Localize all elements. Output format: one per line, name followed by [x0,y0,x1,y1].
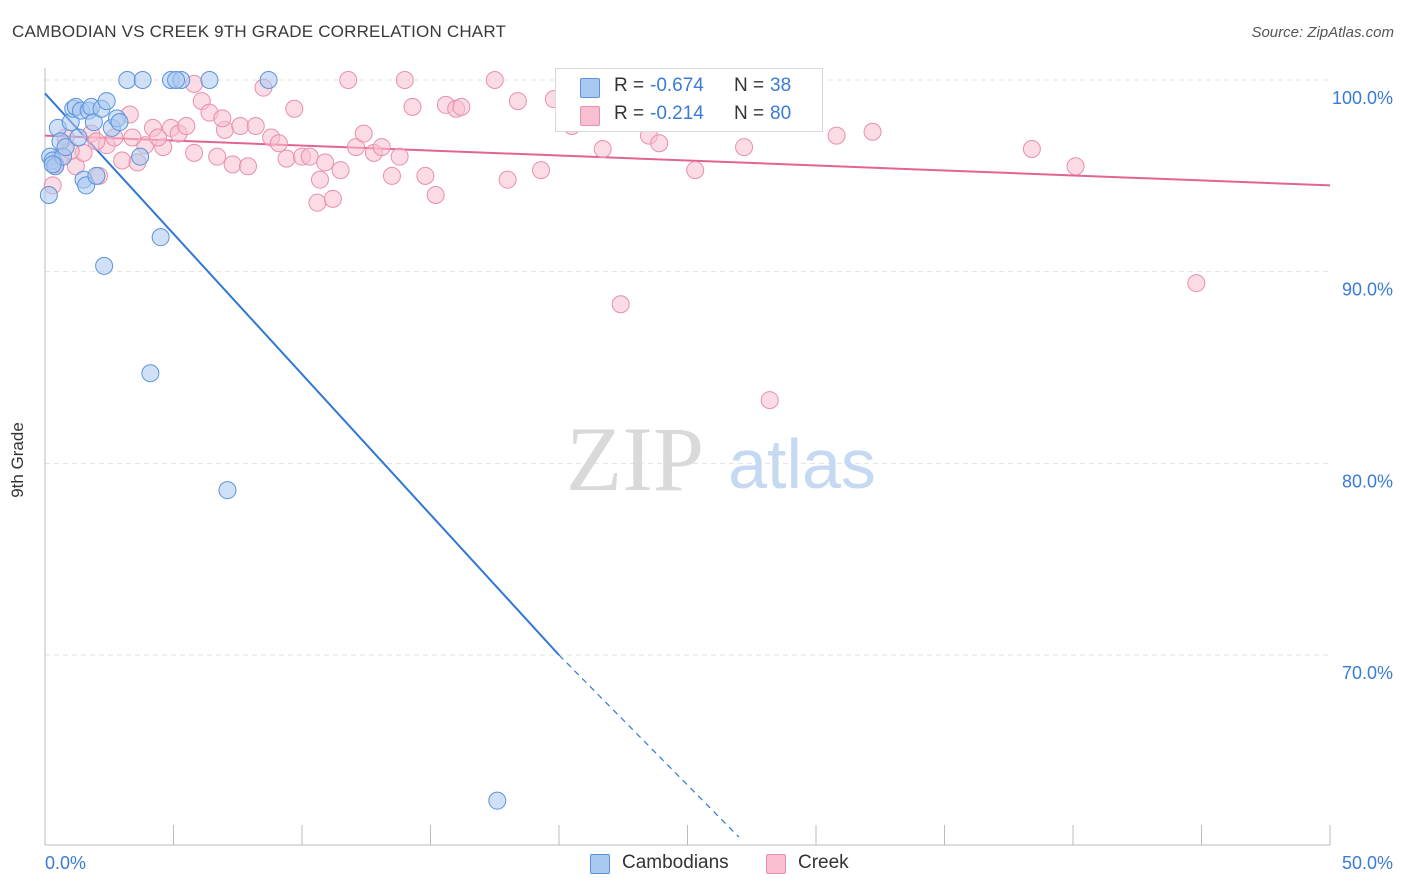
r-value: -0.674 [650,75,704,96]
creek-point [426,186,445,204]
watermark-zip: ZIP [566,408,704,510]
watermark: ZIP atlas [566,408,876,510]
cambodians-point [110,113,129,132]
cambodians-legend-swatch [590,854,610,874]
chart-title: CAMBODIAN VS CREEK 9TH GRADE CORRELATION… [12,22,507,41]
cambodians-point [56,138,75,157]
creek-point [508,92,527,111]
creek-point [686,161,705,180]
creek-legend-swatch [766,854,786,874]
creek-swatch [580,106,600,126]
creek-point [269,134,288,153]
creek-point [372,138,391,157]
cambodians-point [39,186,58,204]
creek-point [611,295,630,314]
creek-point [346,138,365,157]
cambodians-point [84,113,103,132]
y-tick-label: 70.0% [1342,663,1393,683]
creek-point [827,126,846,145]
stats-legend: R = -0.674 N = 38 R = -0.214 N = 80 [555,68,823,132]
creek-point [1066,157,1085,176]
y-tick-label: 100.0% [1332,88,1393,108]
creek-point [285,99,304,118]
cambodians-point [218,481,237,500]
y-tick-label: 80.0% [1342,471,1393,491]
creek-point [300,147,319,166]
creek-point [593,140,612,158]
cambodians-point [488,791,507,810]
cambodians-point [131,147,150,166]
cambodians-point [167,71,186,89]
creek-point [323,189,342,208]
cambodians-point [259,71,278,89]
creek-point [532,161,551,180]
creek-point [760,391,779,410]
creek-point [246,117,265,135]
cambodians-point [118,71,137,89]
creek-point [177,117,196,135]
y-tick-label: 90.0% [1342,280,1393,300]
r-label: R = [614,103,645,124]
n-value: 80 [770,103,792,124]
r-label: R = [614,75,645,96]
creek-point [863,122,882,141]
creek-point [223,155,242,174]
creek-point [123,128,142,147]
n-label: N = [734,75,765,96]
creek-point [650,134,669,153]
creek-point [331,161,350,180]
creek-point [208,147,227,166]
x-tick-label: 0.0% [45,853,86,873]
creek-point [213,109,232,128]
cambodians-point [200,71,219,89]
creek-point [1187,274,1206,293]
creek-point [390,147,409,166]
creek-point [277,149,296,168]
creek-point [498,170,517,189]
cambodians-swatch [580,78,600,98]
creek-point [416,166,435,185]
cambodians-point [97,92,116,111]
creek-point [113,151,132,170]
creek-point [316,153,335,172]
cambodians-trend-extension [558,654,740,838]
cambodians-legend-label: Cambodians [622,852,729,873]
creek-point [735,138,754,157]
cambodians-point [87,166,106,185]
creek-point [87,132,106,151]
creek-trend-line [44,134,1331,187]
cambodians-point [95,256,114,275]
cambodians-point [151,228,170,247]
cambodians-trend-line [44,92,560,656]
watermark-atlas: atlas [728,425,876,503]
creek-point [382,166,401,185]
trend-lines [44,92,1331,838]
creek-point [239,157,258,176]
creek-legend-label: Creek [798,852,849,873]
cambodians-point [69,128,88,147]
cambodians-point [43,155,62,174]
creek-point [149,128,168,147]
creek-point [395,71,414,89]
creek-point [485,71,504,89]
tick-labels: 70.0% 80.0% 90.0% 100.0% 0.0% 50.0% [45,88,1393,873]
creek-point [452,97,471,116]
cambodians-point [133,71,152,89]
creek-point [339,71,358,89]
n-value: 38 [770,75,792,96]
creek-point [403,97,422,116]
source-credit: Source: ZipAtlas.com [1251,24,1394,41]
creek-point [185,143,204,162]
creek-point [231,117,250,135]
creek-point [1022,140,1041,158]
cambodians-point [141,364,160,383]
creek-point [310,170,329,189]
n-label: N = [734,103,765,124]
r-value: -0.214 [650,103,704,124]
creek-point [354,124,373,143]
creek-point [308,193,327,212]
x-tick-label: 50.0% [1342,853,1393,873]
